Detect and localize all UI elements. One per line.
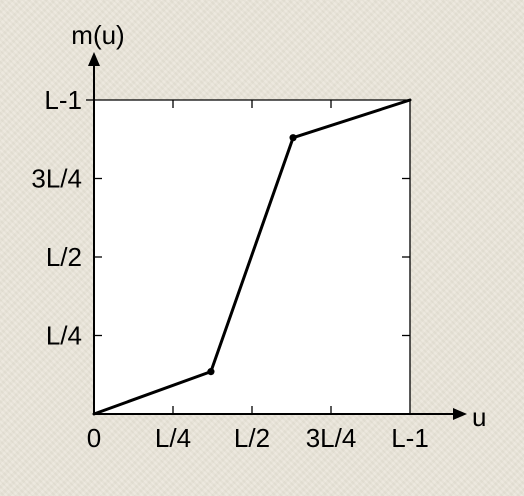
x-tick-label: L-1	[391, 423, 429, 453]
x-tick-label: L/2	[234, 423, 270, 453]
x-axis-title: u	[472, 402, 486, 432]
y-axis-arrow	[88, 52, 100, 66]
x-tick-label: 3L/4	[306, 423, 357, 453]
y-tick-label: 3L/4	[31, 164, 82, 194]
series	[92, 98, 412, 416]
x-axis-arrow	[453, 408, 467, 420]
transformation-curve	[92, 98, 412, 416]
axes	[88, 52, 467, 420]
tick-labels: 0 L/4 L/2 3L/4 L-1 L/4 L/2 3L/4 L-1	[31, 85, 428, 453]
x-tick-label: 0	[87, 423, 101, 453]
ticks	[86, 99, 410, 414]
y-tick-label: L/4	[46, 321, 82, 351]
y-axis-title: m(u)	[71, 20, 124, 50]
control-point	[289, 134, 297, 142]
x-tick-label: L/4	[155, 423, 191, 453]
control-point	[207, 368, 215, 376]
y-tick-label: L/2	[46, 242, 82, 272]
y-tick-label: L-1	[44, 85, 82, 115]
